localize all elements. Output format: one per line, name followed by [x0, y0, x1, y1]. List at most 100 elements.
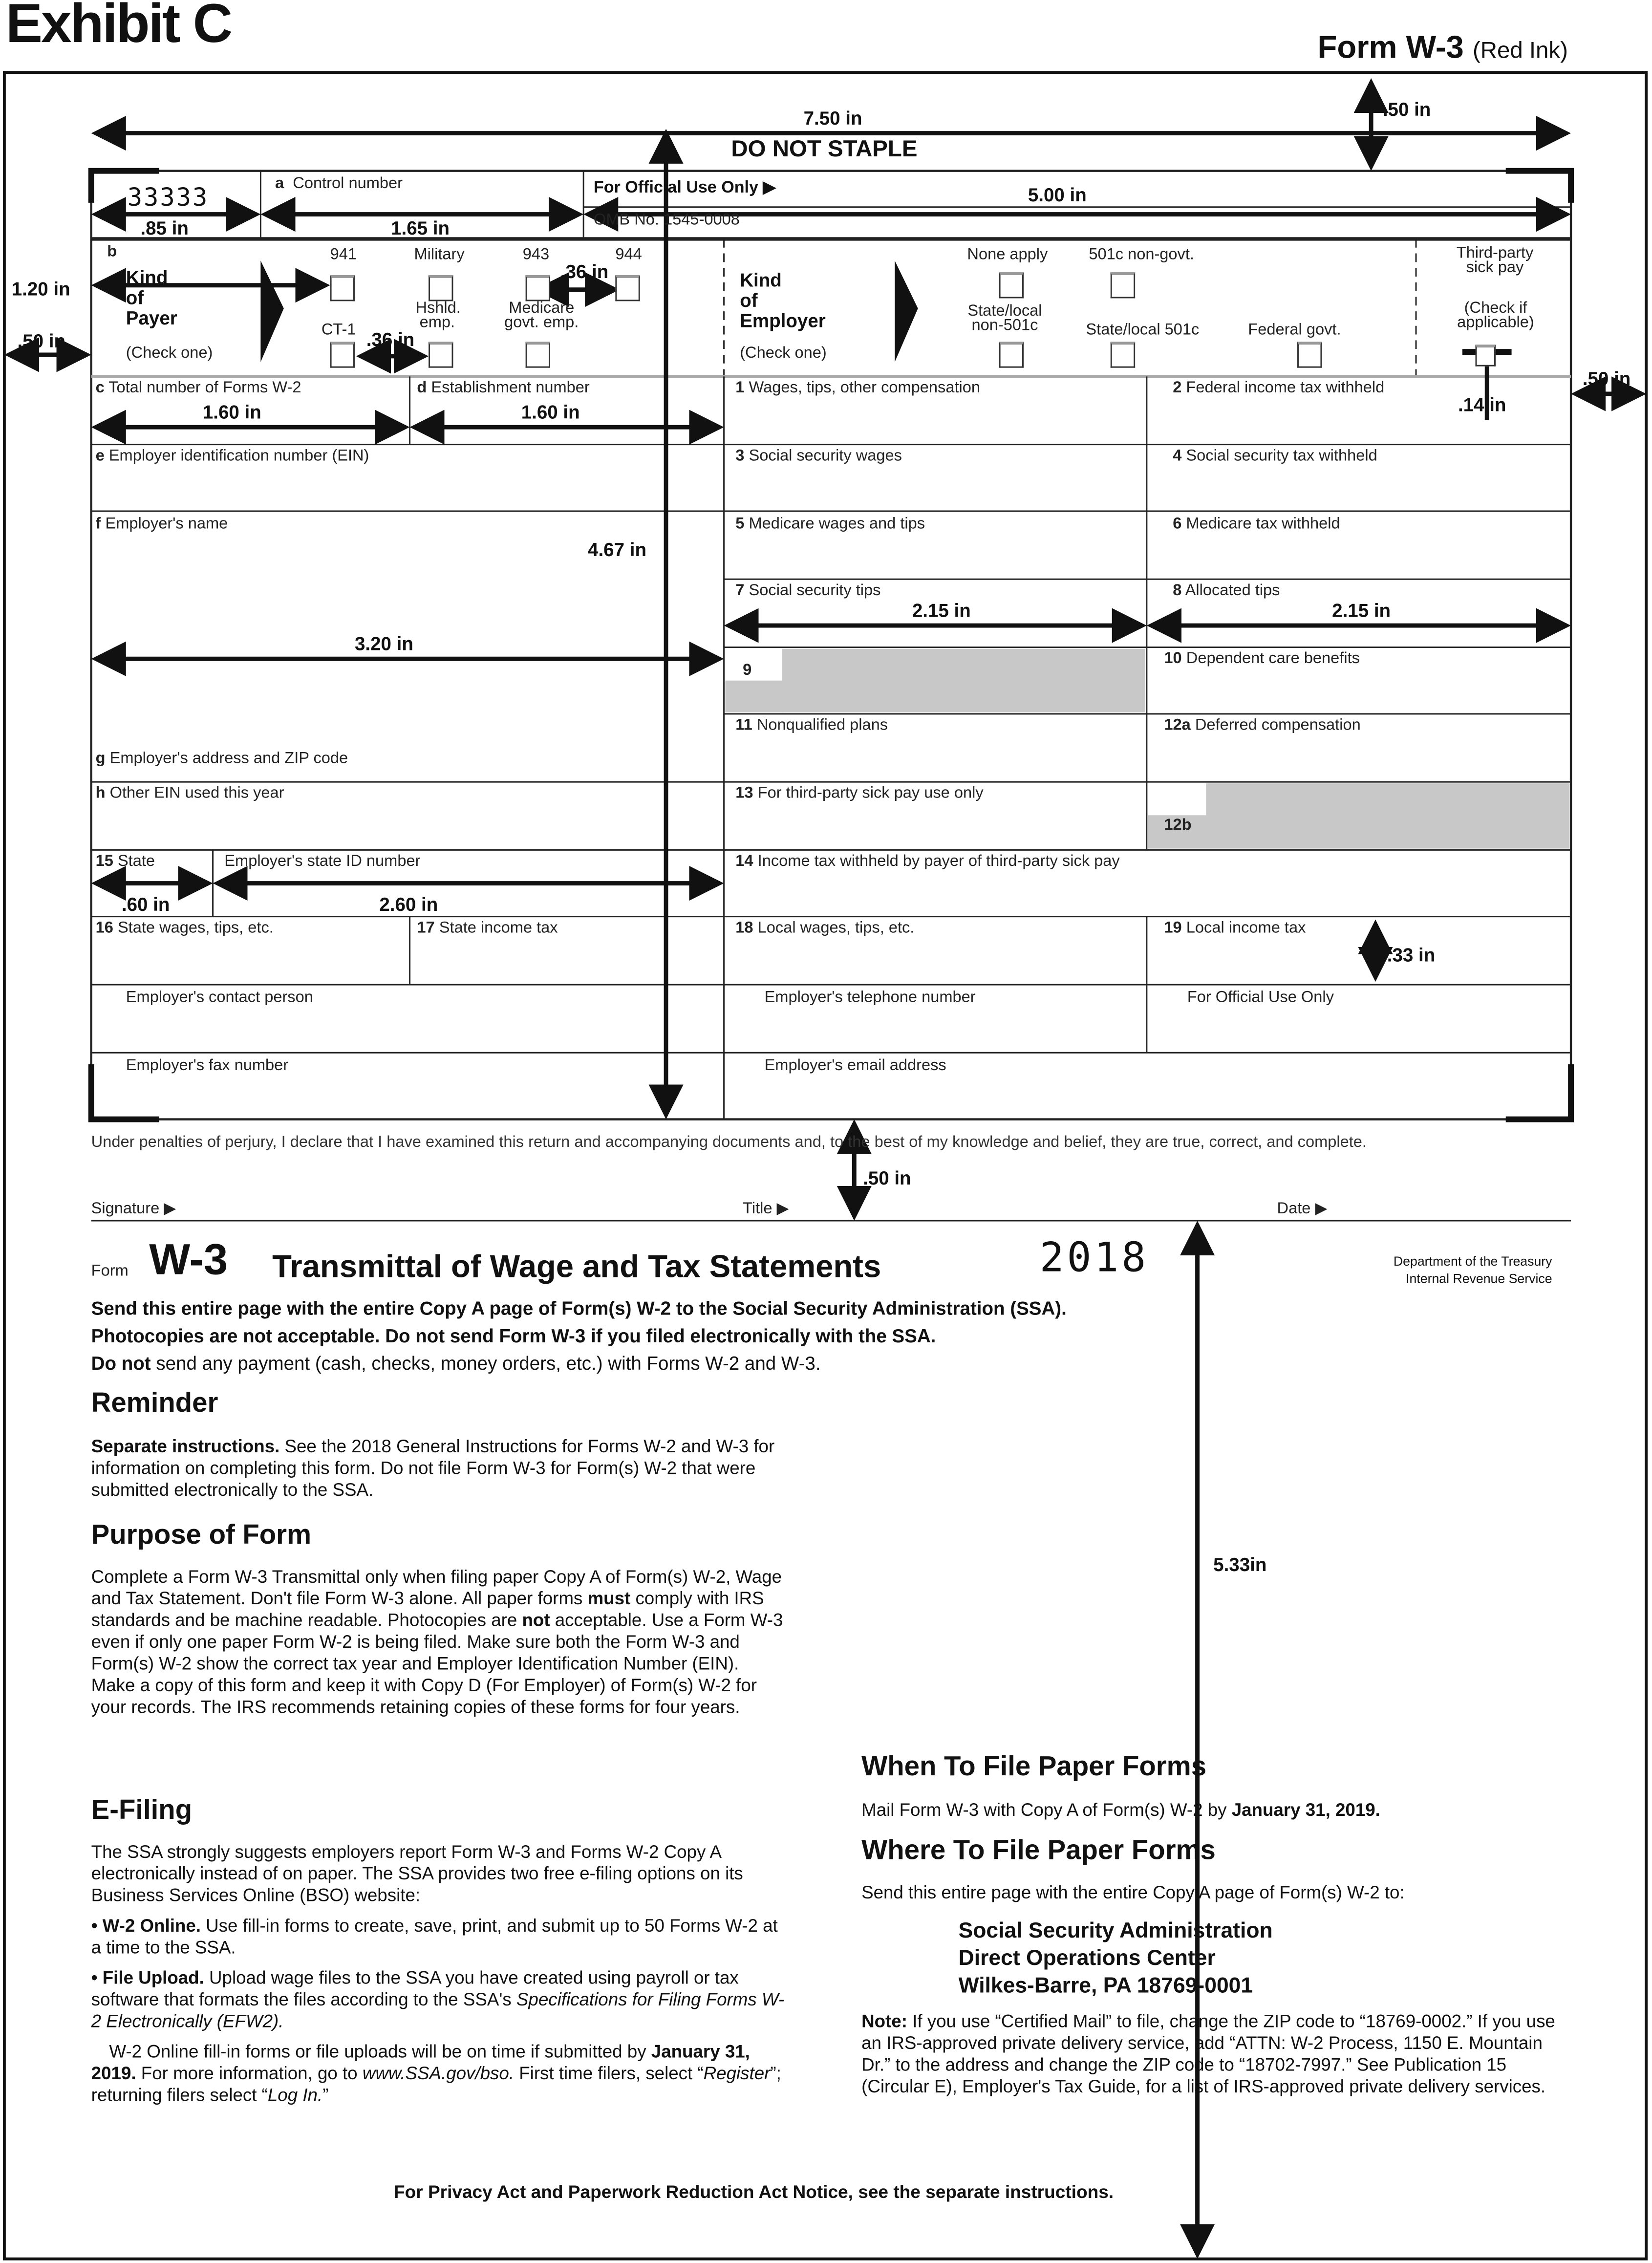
- form-number: W-3: [149, 1236, 228, 1285]
- text-segment: Complete a Form W-3 Transmittal only whe…: [91, 1567, 782, 1609]
- form-label: Form W-3: [1317, 29, 1464, 65]
- text-segment: See the 2018 General Instructions for Fo…: [91, 1436, 775, 1500]
- dim-sig-gap: .50 in: [863, 1167, 911, 1189]
- box-official2-label: For Official Use Only: [1187, 989, 1334, 1007]
- perjury-statement: Under penalties of perjury, I declare th…: [91, 1134, 1367, 1151]
- payment-instruction: Do not send any payment (cash, checks, m…: [91, 1353, 821, 1374]
- checkbox-none-apply[interactable]: [999, 272, 1024, 299]
- checkbox-ct1[interactable]: [330, 342, 355, 368]
- box-b1-label: 1 Wages, tips, other compensation: [735, 379, 981, 397]
- checkbox-medicare-govt[interactable]: [525, 342, 551, 368]
- box-b7-label: 7 Social security tips: [735, 582, 881, 600]
- purpose-text: Complete a Form W-3 Transmittal only whe…: [91, 1567, 786, 1719]
- box-b9-label: 9: [743, 662, 752, 679]
- checkbox-941[interactable]: [330, 275, 355, 302]
- dim-state-id: 2.60 in: [379, 893, 438, 915]
- checkbox-household[interactable]: [429, 342, 453, 368]
- control-number-label: a Control number: [275, 175, 403, 193]
- box-12b-shaded: [1206, 783, 1570, 849]
- form-code: 33333: [127, 184, 209, 213]
- box-b4-label: 4 Social security tax withheld: [1173, 447, 1377, 465]
- third-party-check-note: (Check if applicable): [1457, 300, 1534, 332]
- text-segment: • W-2 Online.: [91, 1916, 201, 1936]
- box-e-label: e Employer identification number (EIN): [95, 447, 369, 465]
- option-941-label: 941: [330, 246, 357, 264]
- dim-box8: 2.15 in: [1332, 599, 1391, 622]
- text-segment: ”; returning filers select “: [91, 2063, 781, 2106]
- employer-check-one: (Check one): [740, 345, 827, 362]
- text-segment: ”: [322, 2085, 329, 2106]
- box-d-label: d Establishment number: [417, 379, 590, 397]
- reminder-text: Separate instructions. See the 2018 Gene…: [91, 1436, 786, 1501]
- dim-top-margin: .50 in: [1382, 98, 1431, 120]
- checkbox-943[interactable]: [525, 275, 551, 302]
- title-field[interactable]: Title ▶: [743, 1200, 789, 1218]
- outer-border: [2, 71, 1648, 2261]
- grid: [90, 170, 1572, 1222]
- box-b8-label: 8 Allocated tips: [1173, 582, 1280, 600]
- efiling-closing: W-2 Online fill-in forms or file uploads…: [91, 2042, 786, 2107]
- dimension-arrows: [4, 78, 1647, 2259]
- payer-check-one: (Check one): [126, 345, 213, 362]
- box-contact-label: Employer's contact person: [126, 989, 313, 1007]
- option-federal-govt-label: Federal govt.: [1248, 321, 1341, 339]
- checkbox-state-local-non501c[interactable]: [999, 342, 1024, 368]
- box-c-label: c Total number of Forms W-2: [95, 379, 301, 397]
- text-segment: • File Upload.: [91, 1967, 204, 1988]
- dim-left-margin: .50 in: [17, 330, 66, 352]
- option-medicare-govt-label: Medicare govt. emp.: [504, 300, 579, 332]
- kind-of-employer-title: Kind of Employer: [740, 269, 826, 332]
- option-none-apply-label: None apply: [967, 246, 1048, 264]
- box-b12a-label: 12a Deferred compensation: [1164, 716, 1361, 734]
- send-instruction: Send this entire page with the entire Co…: [91, 1297, 1067, 1319]
- where-heading: Where To File Paper Forms: [861, 1836, 1216, 1867]
- date-field[interactable]: Date ▶: [1277, 1200, 1328, 1218]
- checkbox-944[interactable]: [615, 275, 640, 302]
- text-segment: Use fill-in forms to create, save, print…: [91, 1916, 778, 1958]
- text-segment: If you use “Certified Mail” to file, cha…: [861, 2011, 1555, 2097]
- box-b14-label: 14 Income tax withheld by payer of third…: [735, 853, 1120, 870]
- tax-year: 2018: [1039, 1233, 1149, 1282]
- box-b18-label: 18 Local wages, tips, etc.: [735, 919, 915, 937]
- box-email-label: Employer's email address: [764, 1057, 946, 1075]
- box-b6-label: 6 Medicare tax withheld: [1173, 515, 1340, 533]
- payer-arrow: [260, 260, 284, 362]
- box-g-label: g Employer's address and ZIP code: [95, 750, 348, 768]
- efiling-intro: The SSA strongly suggests employers repo…: [91, 1842, 786, 1907]
- dim-width: 7.50 in: [803, 107, 862, 129]
- dim-left-col: 3.20 in: [354, 632, 413, 655]
- checkbox-501c[interactable]: [1110, 272, 1136, 299]
- box-12b-shaded-lower: [1148, 815, 1209, 849]
- box-b13-label: 13 For third-party sick pay use only: [735, 785, 984, 802]
- text-segment: Log In.: [267, 2085, 323, 2106]
- box-h-label: h Other EIN used this year: [95, 785, 284, 802]
- checkbox-state-local-501c[interactable]: [1110, 342, 1136, 368]
- box-fax-label: Employer's fax number: [126, 1057, 289, 1075]
- official-use-label: For Official Use Only ▶: [593, 179, 776, 197]
- efiling-file-upload: • File Upload. Upload wage files to the …: [91, 1968, 786, 2033]
- exhibit-title: Exhibit C: [5, 0, 233, 55]
- checkbox-third-party[interactable]: [1475, 345, 1496, 366]
- text-segment: January 31, 2019.: [91, 2042, 750, 2084]
- option-household-label: Hshld. emp.: [415, 300, 461, 332]
- when-text: Mail Form W-3 with Copy A of Form(s) W-2…: [861, 1800, 1571, 1821]
- option-944-label: 944: [615, 246, 642, 264]
- department: Department of the Treasury Internal Reven…: [1393, 1254, 1552, 1286]
- text-segment: Specifications for Filing Forms W-2 Elec…: [91, 1989, 785, 2032]
- box-9-shaded-lower: [725, 680, 784, 712]
- checkbox-military[interactable]: [429, 275, 453, 302]
- option-ct1-label: CT-1: [321, 321, 356, 339]
- signature-field[interactable]: Signature ▶: [91, 1200, 176, 1218]
- dim-d-width: 1.60 in: [521, 401, 580, 423]
- employer-arrow: [895, 260, 918, 362]
- efiling-heading: E-Filing: [91, 1795, 193, 1826]
- dim-right-margin: .50 in: [1582, 367, 1631, 390]
- reminder-heading: Reminder: [91, 1388, 218, 1419]
- purpose-heading: Purpose of Form: [91, 1520, 312, 1551]
- ssa-address: Social Security Administration Direct Ope…: [958, 1918, 1273, 1999]
- text-segment: must: [587, 1588, 631, 1609]
- checkbox-federal-govt[interactable]: [1297, 342, 1322, 368]
- privacy-footer: For Privacy Act and Paperwork Reduction …: [393, 2182, 1114, 2203]
